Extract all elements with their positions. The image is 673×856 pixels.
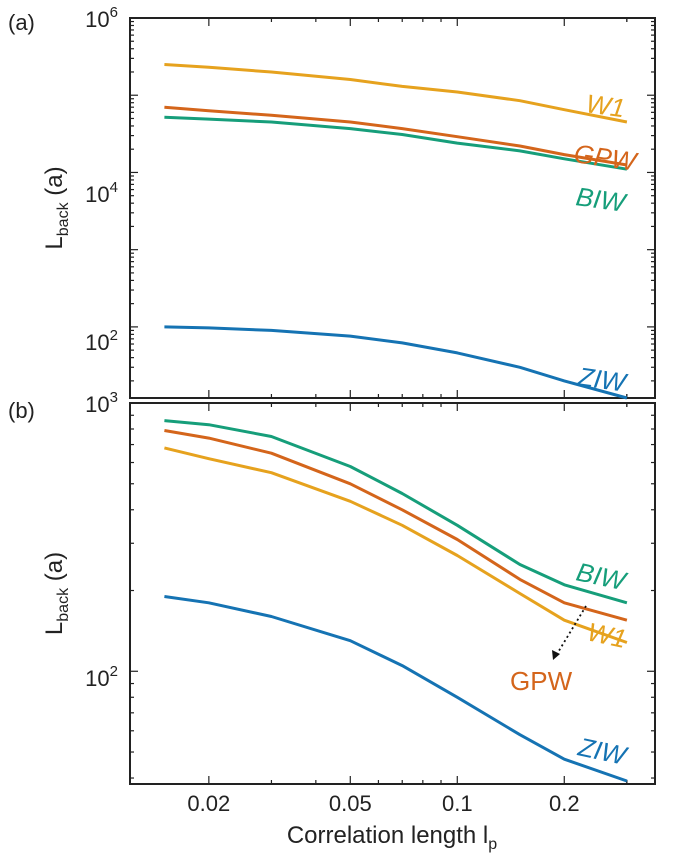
y-axis-label: Lback (a) [41, 166, 72, 249]
panel-label: (a) [8, 10, 35, 35]
panel-a: (a) 102 104 106 Lback (a) [8, 4, 656, 400]
y-tick-label: 102 [85, 327, 118, 355]
annotation-arrow [556, 605, 587, 655]
series-line-ziw [164, 595, 628, 783]
y-tick-label: 106 [85, 4, 118, 32]
series-line-gpw [164, 105, 628, 167]
y-tick-label: 103 [85, 389, 118, 417]
series-line-gpw [164, 429, 628, 622]
annotation-arrowhead [552, 650, 560, 660]
series-line-w1 [164, 446, 628, 644]
series-line-biw [164, 419, 628, 605]
x-tick-label: 0.02 [187, 791, 230, 816]
series-label-gpw: GPW [572, 138, 640, 177]
series-label-biw: BIW [574, 181, 629, 218]
plot-frame [129, 402, 656, 785]
series-line-ziw [164, 325, 628, 400]
panel-label: (b) [8, 398, 35, 423]
series-line-w1 [164, 63, 628, 124]
y-tick-label: 104 [85, 179, 118, 207]
series-line-biw [164, 115, 628, 171]
series-label-ziw: ZIW [575, 361, 630, 398]
series-label-w1: W1 [584, 88, 627, 123]
series-label-w1: W1 [585, 617, 629, 654]
x-tick-label: 0.2 [549, 791, 580, 816]
panel-b: (b) 102 103 Lback (a) [8, 389, 656, 785]
x-tick-label: 0.1 [442, 791, 473, 816]
x-tick-label: 0.05 [329, 791, 372, 816]
y-axis-label: Lback (a) [41, 552, 72, 635]
series-label-gpw-annotation: GPW [510, 666, 573, 696]
plot-frame [129, 17, 656, 399]
y-tick-label: 102 [85, 663, 118, 691]
x-axis-label: Correlation length lp [287, 822, 497, 853]
